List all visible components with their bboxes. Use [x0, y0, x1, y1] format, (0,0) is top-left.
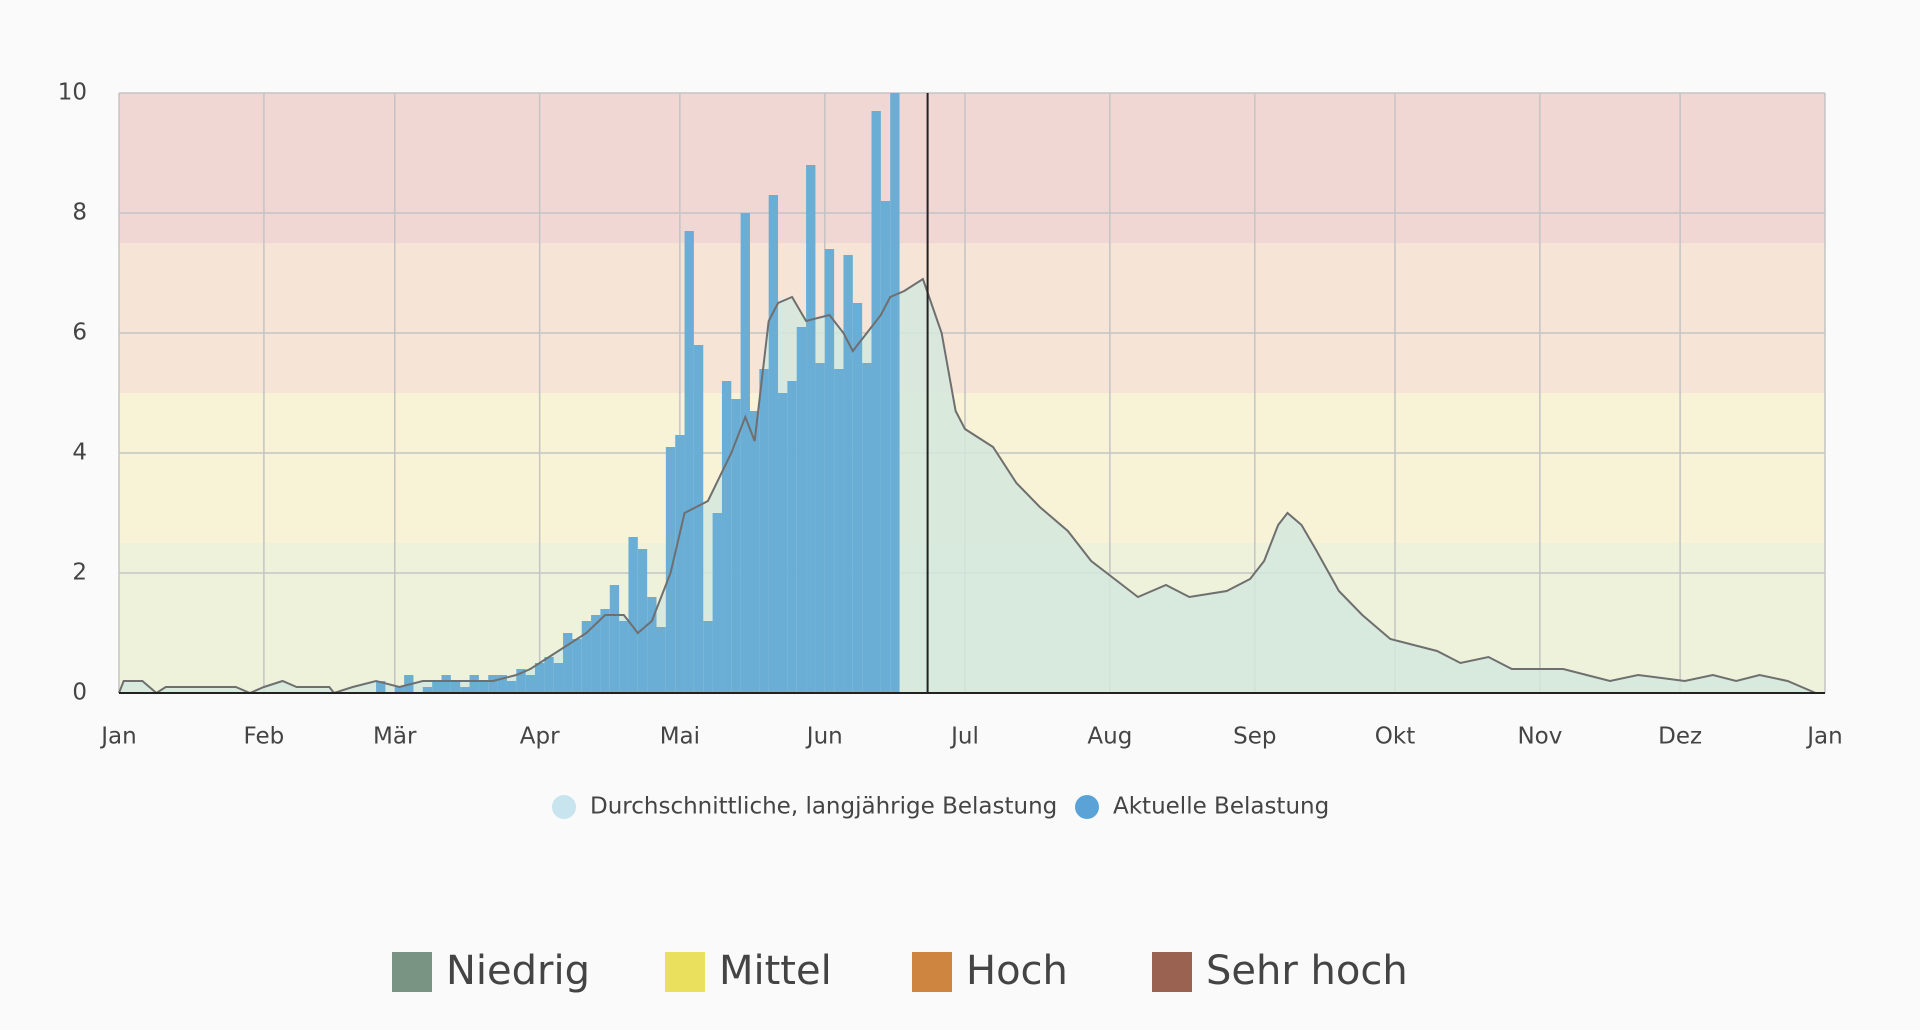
x-tick-label: Feb	[244, 724, 285, 750]
current-bar	[768, 195, 779, 693]
current-bar	[376, 681, 386, 693]
current-bar	[534, 663, 545, 693]
current-bar	[675, 435, 685, 693]
current-bar	[834, 369, 844, 693]
level-swatch	[1152, 952, 1192, 992]
level-label: Niedrig	[446, 948, 590, 994]
y-tick-label: 8	[72, 200, 87, 226]
current-bar	[394, 687, 405, 693]
average-area	[119, 279, 1816, 693]
current-bar	[862, 363, 872, 693]
y-tick-label: 10	[58, 80, 87, 106]
current-bar	[871, 111, 881, 693]
x-tick-label: Jun	[805, 724, 843, 750]
current-bar	[432, 681, 442, 693]
current-bar	[591, 615, 601, 693]
x-tick-label: Apr	[520, 724, 560, 750]
current-bar	[880, 201, 891, 693]
current-bar	[619, 621, 629, 693]
current-bar	[460, 687, 470, 693]
y-tick-label: 0	[72, 680, 87, 706]
current-bar	[806, 165, 816, 693]
current-bar	[759, 369, 769, 693]
current-bar	[469, 675, 479, 693]
y-tick-label: 2	[72, 560, 87, 586]
current-bar	[478, 681, 489, 693]
level-swatch	[392, 952, 432, 992]
legend-label: Aktuelle Belastung	[1113, 794, 1329, 820]
current-bar	[553, 663, 564, 693]
current-bar	[778, 393, 788, 693]
current-bar	[450, 681, 461, 693]
current-bar	[441, 675, 451, 693]
current-bar	[815, 363, 825, 693]
current-bar	[628, 537, 638, 693]
x-tick-label: Jan	[99, 724, 136, 750]
current-bar	[824, 249, 835, 693]
current-bar	[693, 345, 704, 693]
current-bar	[525, 675, 535, 693]
x-tick-label: Sep	[1233, 724, 1276, 750]
current-bar	[731, 399, 741, 693]
x-tick-label: Mai	[660, 724, 700, 750]
current-bar	[890, 93, 900, 693]
current-bar	[740, 213, 750, 693]
current-bar	[749, 411, 760, 693]
current-bar	[488, 675, 498, 693]
x-tick-label: Okt	[1375, 724, 1415, 750]
current-bar	[497, 675, 507, 693]
legend-marker	[1075, 795, 1099, 819]
current-bar	[600, 609, 610, 693]
current-bar	[852, 303, 863, 693]
legend-label: Durchschnittliche, langjährige Belastung	[590, 794, 1057, 820]
current-bar	[843, 255, 853, 693]
current-bar	[684, 231, 694, 693]
level-band	[119, 243, 1825, 393]
current-bar	[656, 627, 666, 693]
x-tick-label: Jan	[1805, 724, 1842, 750]
level-label: Sehr hoch	[1206, 948, 1408, 994]
current-bar	[506, 681, 517, 693]
current-bar	[637, 549, 648, 693]
legend-marker	[552, 795, 576, 819]
y-tick-label: 6	[72, 320, 87, 346]
y-tick-label: 4	[72, 440, 87, 466]
current-bar	[703, 621, 713, 693]
current-bar	[721, 381, 732, 693]
current-bar	[516, 669, 526, 693]
level-swatch	[665, 952, 705, 992]
x-tick-label: Aug	[1087, 724, 1132, 750]
current-bar	[563, 633, 573, 693]
level-label: Hoch	[966, 948, 1068, 994]
level-band	[119, 93, 1825, 243]
x-tick-label: Nov	[1517, 724, 1562, 750]
current-bar	[581, 621, 592, 693]
x-tick-label: Dez	[1658, 724, 1702, 750]
x-tick-label: Jul	[949, 724, 979, 750]
current-bar	[712, 513, 722, 693]
current-bar	[422, 687, 433, 693]
average-line	[118, 277, 1817, 695]
current-bar	[787, 381, 797, 693]
current-bar	[609, 585, 620, 693]
level-label: Mittel	[719, 948, 832, 994]
current-bar	[572, 639, 582, 693]
current-bar	[544, 657, 554, 693]
current-bar	[647, 597, 657, 693]
x-tick-label: Mär	[373, 724, 417, 750]
level-swatch	[912, 952, 952, 992]
current-bar	[796, 327, 807, 693]
